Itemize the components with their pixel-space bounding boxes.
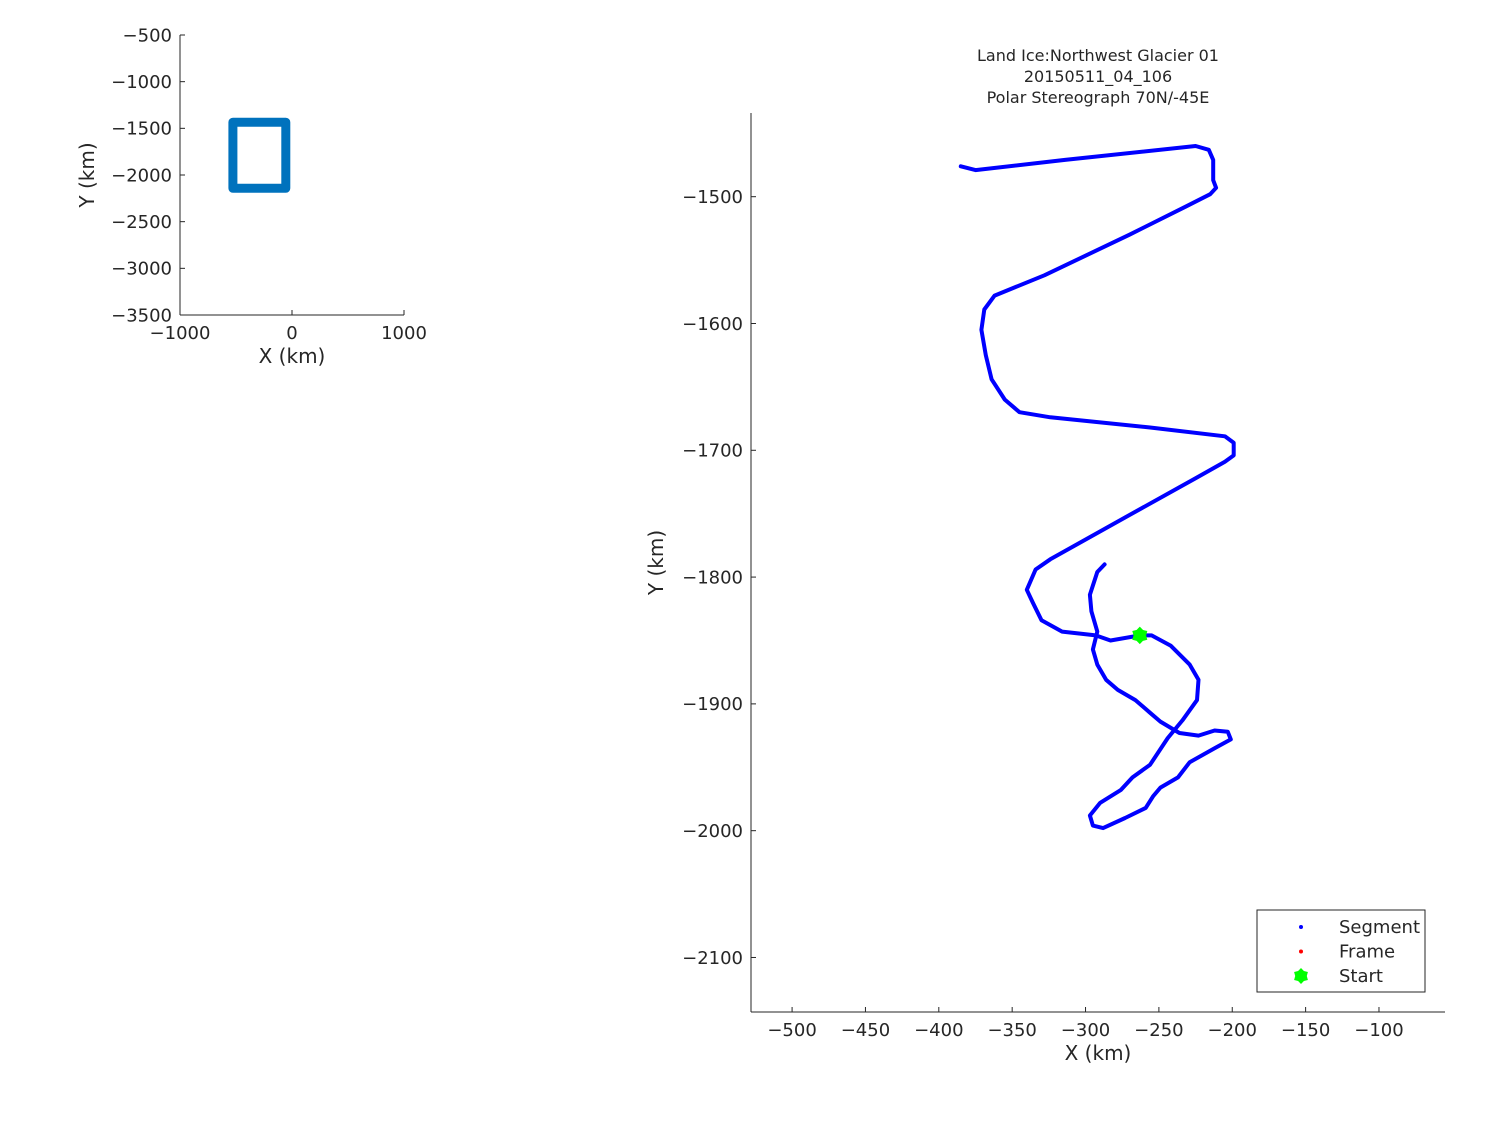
y-tick-label: −1600 (682, 314, 743, 335)
legend-label: Frame (1339, 942, 1395, 963)
y-tick-label: −1500 (682, 187, 743, 208)
track-series-line (228, 117, 291, 193)
start-marker (1132, 626, 1148, 645)
segment-legend-marker (1299, 925, 1303, 929)
y-axis-label: Y (km) (644, 530, 668, 596)
legend-box (1256, 909, 1426, 993)
x-tick-label: −100 (1354, 1020, 1403, 1041)
chart-title-line: Polar Stereograph 70N/-45E (987, 88, 1210, 107)
y-tick-label: −3000 (111, 259, 172, 280)
x-tick-label: −250 (1134, 1020, 1183, 1041)
y-tick-label: −1500 (111, 119, 172, 140)
y-tick-label: −2500 (111, 212, 172, 233)
overview-axes: −1000 0 1000 −500 −1000 −1500 −2000 −2500 −3000 −… (75, 25, 427, 368)
y-tick-label: −1800 (682, 567, 743, 588)
y-tick-label: −1000 (111, 72, 172, 93)
y-tick-label: −2100 (682, 948, 743, 969)
legend: Segment Frame Start (1256, 909, 1426, 993)
y-tick-label: −1700 (682, 441, 743, 462)
x-tick-label: −1000 (150, 323, 211, 344)
x-tick-label: 1000 (381, 323, 427, 344)
x-tick-label: −200 (1208, 1020, 1257, 1041)
x-tick-label: −450 (841, 1020, 890, 1041)
x-tick-label: −350 (987, 1020, 1036, 1041)
y-axis-label: Y (km) (75, 142, 99, 208)
legend-label: Segment (1339, 917, 1420, 938)
chart-title-line: Land Ice:Northwest Glacier 01 (977, 46, 1219, 65)
segment-series-line (958, 144, 1236, 831)
x-tick-label: −400 (914, 1020, 963, 1041)
y-tick-label: −3500 (111, 305, 172, 326)
start-legend-marker (1294, 968, 1308, 984)
x-tick-label: −300 (1061, 1020, 1110, 1041)
x-axis-label: X (km) (1065, 1041, 1132, 1065)
x-tick-label: −150 (1281, 1020, 1330, 1041)
legend-label: Start (1339, 966, 1383, 987)
x-tick-label: 0 (286, 323, 297, 344)
x-axis-label: X (km) (259, 344, 326, 368)
main-axes: −500 −450 −400 −350 −300 −250 −200 −150 −100 −150… (644, 46, 1445, 1065)
y-tick-label: −1900 (682, 694, 743, 715)
chart-title-line: 20150511_04_106 (1024, 67, 1172, 87)
frame-legend-marker (1299, 949, 1303, 954)
y-tick-label: −500 (123, 25, 172, 46)
y-tick-label: −2000 (682, 821, 743, 842)
x-tick-label: −500 (767, 1020, 816, 1041)
y-tick-label: −2000 (111, 165, 172, 186)
